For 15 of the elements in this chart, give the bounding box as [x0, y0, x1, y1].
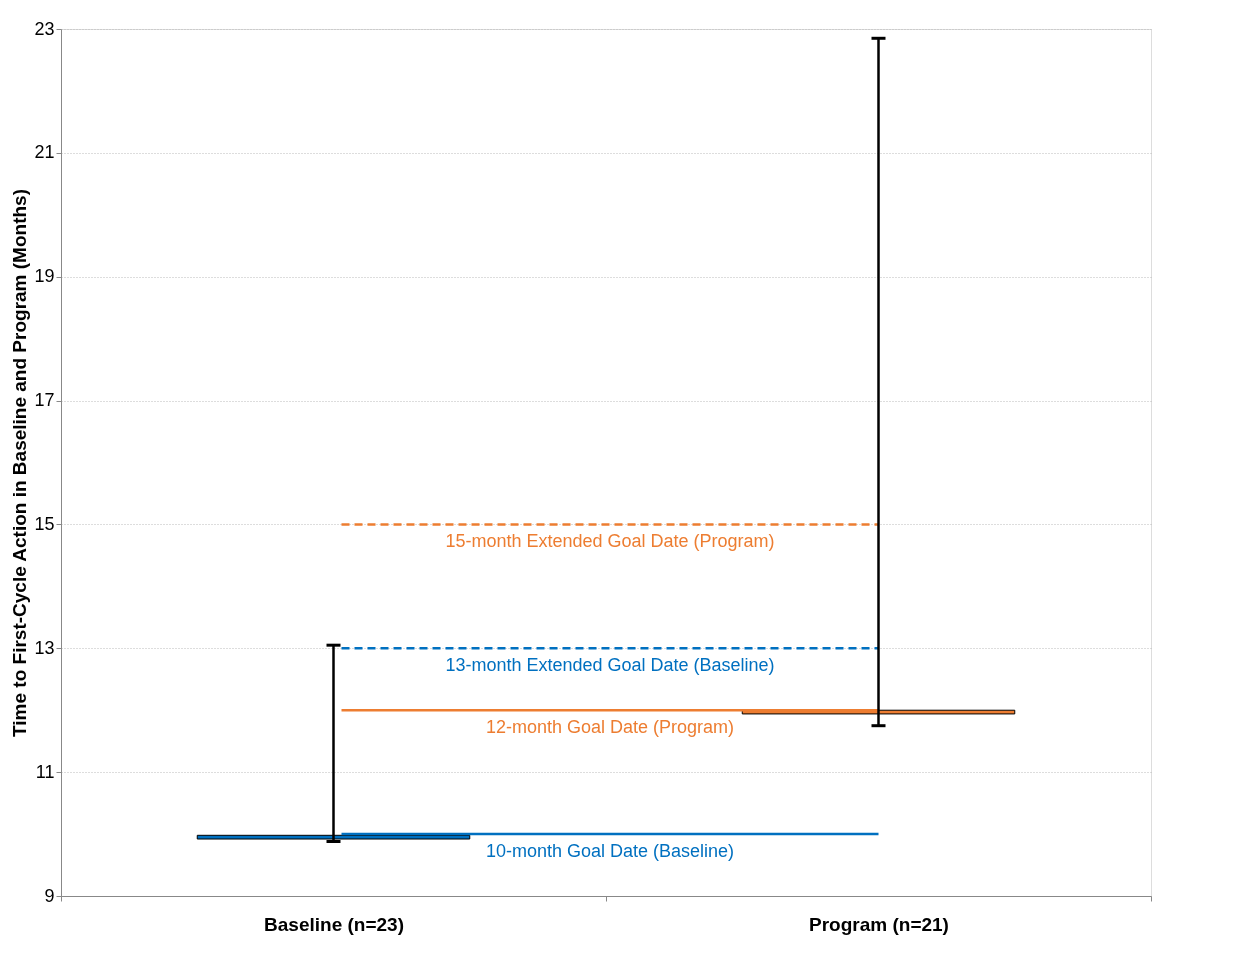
ref-line-label: 10-month Goal Date (Baseline) [485, 841, 735, 862]
y-tick-label: 17 [34, 390, 55, 411]
ref-line-label: 12-month Goal Date (Program) [485, 717, 735, 738]
y-axis-title: Time to First-Cycle Action in Baseline and Program (Months) [9, 189, 31, 737]
y-tick-label: 23 [34, 18, 55, 39]
y-tick-label: 19 [34, 266, 55, 287]
y-tick-label: 11 [35, 761, 55, 782]
ref-line-label: 15-month Extended Goal Date (Program) [445, 531, 775, 552]
y-tick-label: 15 [34, 513, 55, 534]
x-tick-label: Baseline (n=23) [264, 913, 404, 935]
ref-line-label: 13-month Extended Goal Date (Baseline) [445, 655, 775, 676]
y-tick-label: 21 [34, 142, 55, 163]
x-tick-label: Program (n=21) [809, 913, 949, 935]
y-tick-label: 13 [34, 637, 55, 658]
y-tick-label: 9 [44, 885, 55, 906]
